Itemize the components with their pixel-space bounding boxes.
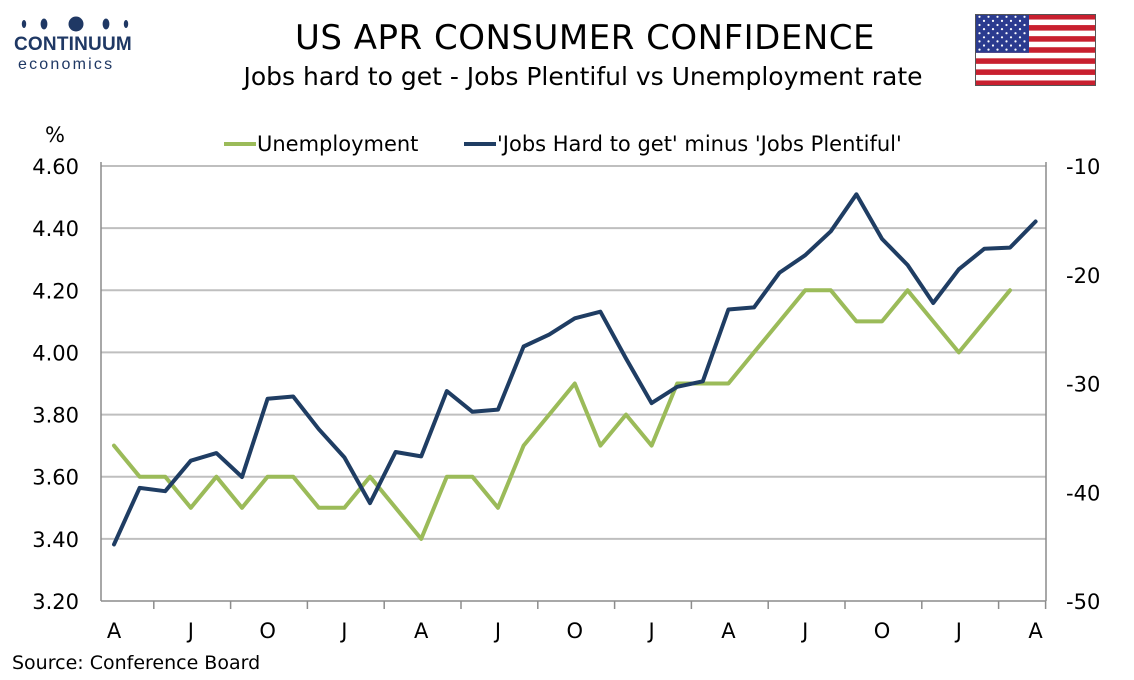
left-tick-label: 4.20: [32, 279, 79, 303]
right-tick-label: -10: [1066, 155, 1100, 179]
right-tick-label: -20: [1066, 264, 1100, 288]
left-tick-label: 3.60: [32, 466, 79, 490]
x-tick-label: A: [1028, 619, 1043, 643]
logo-name: CONTINUUM: [14, 34, 132, 55]
x-tick-label: J: [646, 619, 654, 643]
x-tick-label: A: [107, 619, 122, 643]
chart-title: US APR CONSUMER CONFIDENCE: [295, 18, 875, 58]
x-tick-label: J: [339, 619, 347, 643]
x-tick-label: O: [874, 619, 891, 643]
legend-label: 'Jobs Hard to get' minus 'Jobs Plentiful…: [497, 132, 902, 156]
left-tick-label: 4.60: [32, 155, 79, 179]
x-tick-label: J: [186, 619, 194, 643]
x-tick-label: O: [259, 619, 276, 643]
series-line-jobs-differential: [112, 192, 1038, 547]
legend-label: Unemployment: [257, 132, 418, 156]
right-tick-label: -40: [1066, 481, 1100, 505]
x-tick-label: O: [567, 619, 584, 643]
right-tick-label: -50: [1066, 590, 1100, 614]
legend: Unemployment 'Jobs Hard to get' minus 'Jo…: [224, 132, 902, 156]
axes: 3.20 3.40 3.60 3.80 4.00 4.20 4.40 4.60 -50 -40 -3…: [32, 123, 1100, 643]
gridlines: [101, 165, 1046, 540]
left-tick-label: 3.20: [32, 590, 79, 614]
series-lines: [112, 192, 1038, 547]
x-tick-label: J: [800, 619, 808, 643]
source-note: Source: Conference Board: [12, 652, 261, 674]
left-tick-label: 3.80: [32, 404, 79, 428]
us-flag-icon: [975, 14, 1096, 86]
left-tick-label: 3.40: [32, 528, 79, 552]
x-tick-label: J: [954, 619, 962, 643]
chart-subtitle: Jobs hard to get - Jobs Plentiful vs Une…: [243, 62, 923, 91]
left-axis-unit: %: [45, 123, 65, 147]
series-line-unemployment: [112, 288, 1012, 541]
x-tick-label: A: [721, 619, 736, 643]
x-tick-label: A: [414, 619, 429, 643]
logo-sub: economics: [18, 56, 115, 73]
right-tick-label: -30: [1066, 373, 1100, 397]
left-tick-label: 4.40: [32, 217, 79, 241]
left-tick-label: 4.00: [32, 341, 79, 365]
x-tick-label: J: [493, 619, 501, 643]
logo-dots-icon: [21, 16, 129, 32]
